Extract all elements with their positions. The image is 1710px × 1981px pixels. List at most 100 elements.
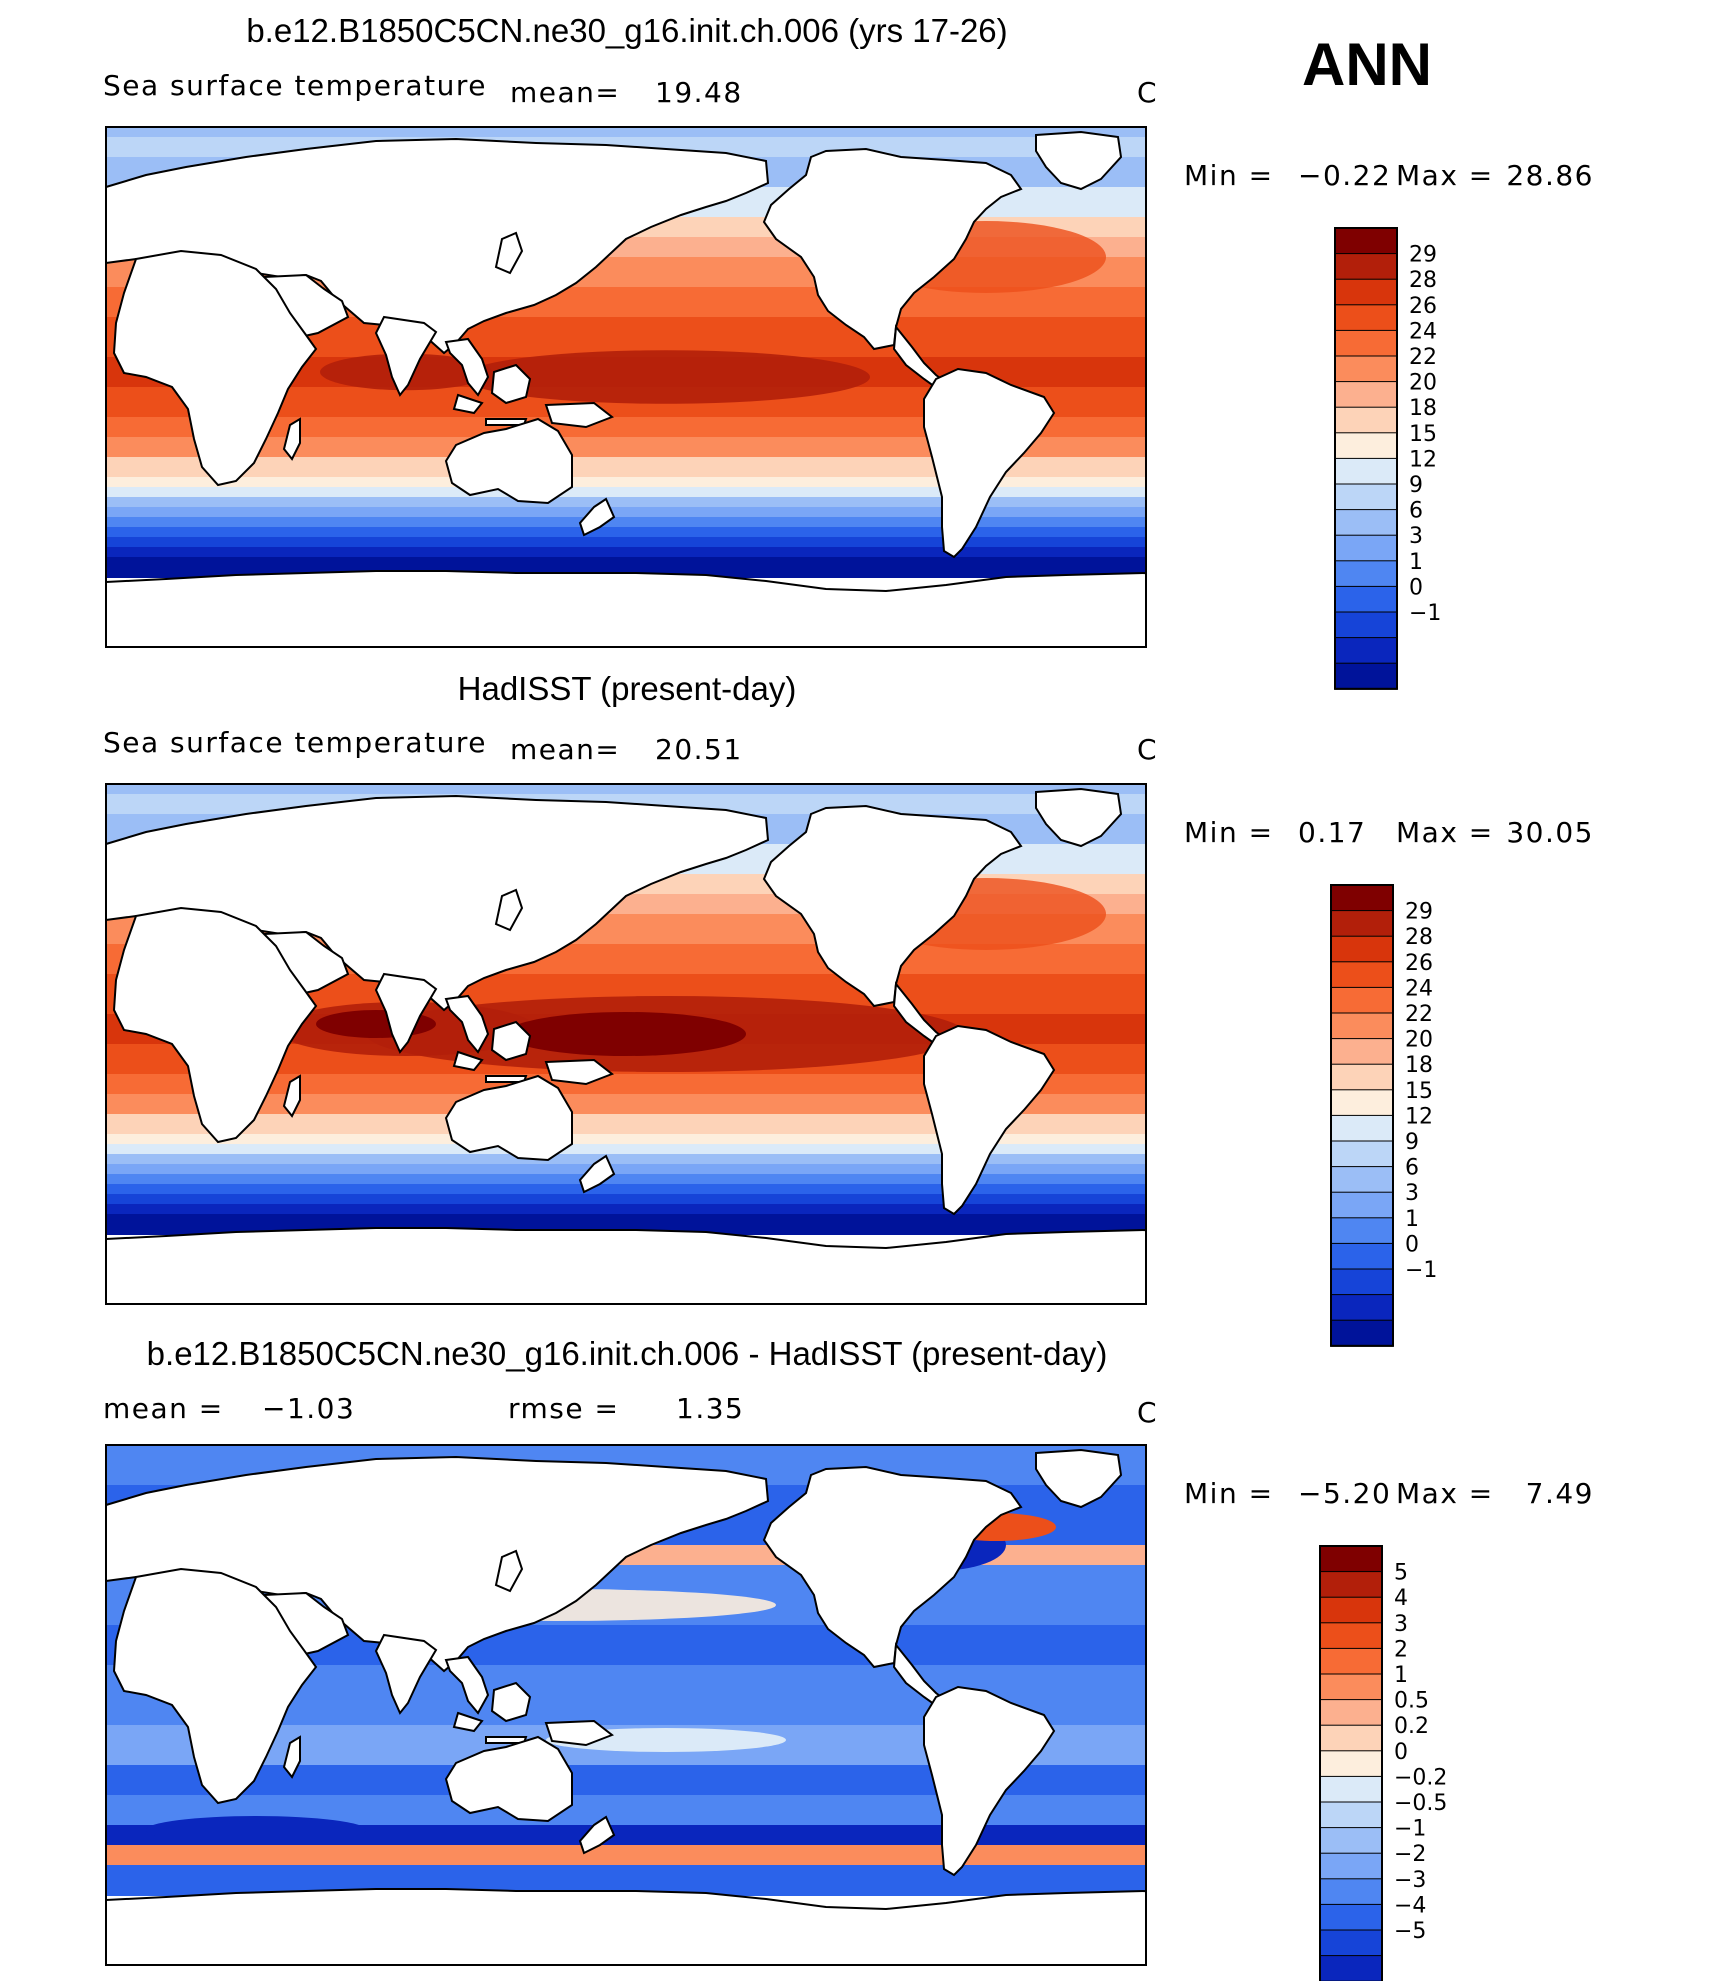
anomaly-southern-ocean [146, 1816, 366, 1844]
colorbar-tick-label: 20 [1405, 1028, 1433, 1053]
contour-band [106, 1845, 1146, 1866]
colorbar-tick-label: 26 [1409, 294, 1437, 319]
contour-band [106, 1174, 1146, 1185]
colorbar-tick-label: 0.2 [1394, 1714, 1429, 1739]
colorbar-tick-label: 0.5 [1394, 1689, 1429, 1714]
colorbar-tick-label: 5 [1394, 1561, 1408, 1586]
colorbar-tick-label: −0.2 [1394, 1765, 1447, 1790]
map-frame [105, 783, 1147, 1305]
contour-band [106, 517, 1146, 528]
colorbar-tick-label: 26 [1405, 951, 1433, 976]
max-label: Max = [1396, 159, 1494, 192]
unit-label: C [1137, 733, 1158, 766]
colorbar-swatch [1319, 1852, 1383, 1880]
mean-label: mean= [510, 76, 620, 109]
colorbar-swatch [1334, 278, 1398, 306]
warm-pool-core [506, 1012, 746, 1056]
colorbar-swatch [1334, 483, 1398, 511]
panel-title: b.e12.B1850C5CN.ne30_g16.init.ch.006 (yr… [246, 12, 1007, 49]
unit-label: C [1137, 1396, 1158, 1429]
colorbar-swatch [1334, 329, 1398, 357]
max-value: 28.86 [1506, 159, 1594, 192]
min-value: 0.17 [1298, 816, 1366, 849]
colorbar-tick-label: −0.5 [1394, 1791, 1447, 1816]
colorbar-swatch [1334, 585, 1398, 614]
contour-band [106, 457, 1146, 478]
colorbar-tick-label: 9 [1409, 473, 1423, 498]
colorbar-swatch [1330, 1038, 1394, 1066]
min-label: Min = [1184, 816, 1274, 849]
colorbar-swatch [1334, 560, 1398, 588]
colorbar-tick-label: 9 [1405, 1130, 1419, 1155]
colorbar-tick-label: 2 [1394, 1637, 1408, 1662]
contour-band [106, 1094, 1146, 1115]
contour-band [106, 497, 1146, 508]
colorbar-tick-label: 18 [1405, 1053, 1433, 1078]
colorbar-swatch [1319, 1801, 1383, 1829]
colorbar-tick-label: 0 [1394, 1740, 1408, 1765]
colorbar-swatch [1319, 1673, 1383, 1701]
colorbar-swatch [1330, 1319, 1394, 1347]
colorbar-tick-label: 29 [1405, 900, 1433, 925]
mean-value: 19.48 [655, 76, 743, 109]
colorbar-swatch [1334, 304, 1398, 332]
colorbar-frame [1319, 1545, 1383, 1981]
contour-band [106, 417, 1146, 438]
colorbar-tick-label: −1 [1394, 1817, 1426, 1842]
colorbar-tick-label: 0 [1405, 1232, 1419, 1257]
colorbar-swatch [1319, 1724, 1383, 1752]
max-value: 7.49 [1526, 1477, 1594, 1510]
colorbar-swatch [1319, 1571, 1383, 1599]
colorbar-swatch [1330, 1012, 1394, 1040]
colorbar-tick-label: 20 [1409, 371, 1437, 396]
colorbar-tick-label: −1 [1409, 601, 1441, 626]
colorbar-swatch [1330, 1166, 1394, 1194]
panel-title: b.e12.B1850C5CN.ne30_g16.init.ch.006 - H… [147, 1335, 1108, 1372]
contour-band [106, 1825, 1146, 1846]
colorbar-tick-label: 12 [1409, 447, 1437, 472]
contour-band [106, 1074, 1146, 1095]
map-frame [105, 126, 1147, 648]
colorbar-swatch [1334, 457, 1398, 485]
colorbar-swatch [1319, 1903, 1383, 1932]
colorbar-swatch [1319, 1596, 1383, 1624]
colorbar-swatch [1330, 1242, 1394, 1271]
colorbar-tick-label: 1 [1409, 550, 1423, 575]
colorbar-frame [1330, 884, 1394, 1347]
colorbar-tick-label: 15 [1409, 422, 1437, 447]
contour-band [106, 1204, 1146, 1215]
colorbar-tick-label: 24 [1409, 319, 1437, 344]
colorbar-tick-label: 0 [1409, 575, 1423, 600]
colorbar-tick-label: 6 [1405, 1156, 1419, 1181]
colorbar-swatch [1319, 1622, 1383, 1650]
colorbar-tick-label: 18 [1409, 396, 1437, 421]
min-value: −0.22 [1298, 159, 1391, 192]
colorbar-swatch [1330, 1140, 1394, 1168]
panel-3: b.e12.B1850C5CN.ne30_g16.init.ch.006 - H… [103, 1335, 1594, 1981]
colorbar-swatch [1330, 910, 1394, 938]
panel-title: HadISST (present-day) [458, 670, 797, 707]
colorbar-tick-label: 3 [1405, 1181, 1419, 1206]
colorbar-swatch [1334, 509, 1398, 537]
colorbar-swatch [1334, 432, 1398, 460]
colorbar-tick-label: 1 [1394, 1663, 1408, 1688]
colorbar-swatch [1319, 1955, 1383, 1981]
contour-band [106, 127, 1146, 138]
contour-band [106, 1164, 1146, 1175]
colorbar-swatch [1330, 935, 1394, 963]
colorbar-swatch [1330, 1063, 1394, 1091]
max-label: Max = [1396, 1477, 1494, 1510]
colorbar-swatch [1334, 227, 1398, 255]
colorbar-tick-label: 22 [1409, 345, 1437, 370]
min-label: Min = [1184, 1477, 1274, 1510]
colorbar-swatch [1330, 1268, 1394, 1296]
colorbar-tick-label: 3 [1409, 524, 1423, 549]
max-label: Max = [1396, 816, 1494, 849]
colorbar-tick-label: 24 [1405, 976, 1433, 1001]
contour-band [106, 487, 1146, 498]
contour-band [106, 1194, 1146, 1205]
map-plot [105, 126, 1147, 648]
rmse-value: 1.35 [676, 1392, 744, 1425]
